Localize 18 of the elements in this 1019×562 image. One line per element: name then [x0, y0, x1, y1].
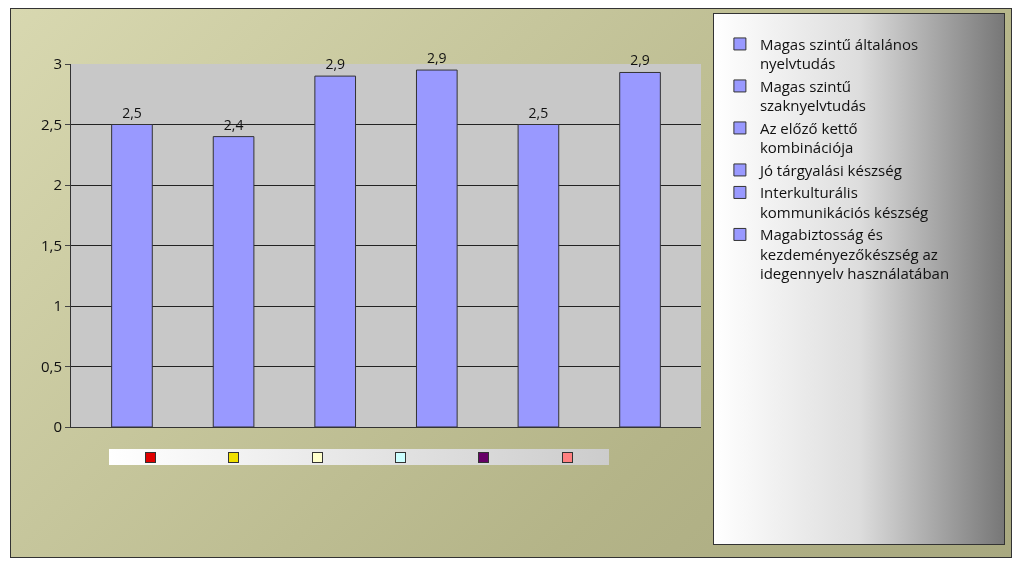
y-tick-label: 1,5 — [40, 234, 62, 255]
data-label: 2,5 — [528, 102, 549, 122]
legend-label: Magabiztosság és kezdeményezőkészség az idegennyelv használatában — [759, 224, 950, 284]
y-tick-label: 0 — [53, 416, 62, 437]
y-tick-label: 2,5 — [40, 113, 62, 134]
legend-label: Magas szintű szaknyelvtudás — [759, 75, 866, 116]
legend-label: Az előző kettő kombinációja — [759, 117, 858, 158]
data-label: 2,9 — [630, 50, 650, 70]
legend-label: Magas szintű általános nyelvtudás — [759, 33, 919, 74]
legend-label: Interkulturális kommunikációs készség — [759, 182, 929, 222]
y-tick-label: 1 — [53, 295, 62, 316]
legend-label: Jó tárgyalási készség — [757, 159, 902, 180]
y-tick-label: 3 — [53, 53, 62, 74]
data-label: 2,5 — [122, 102, 142, 122]
y-tick-label: 2 — [53, 174, 62, 195]
y-tick-label: 0,5 — [40, 355, 62, 376]
data-label: 2,9 — [426, 48, 447, 68]
data-label: 2,9 — [325, 54, 346, 74]
